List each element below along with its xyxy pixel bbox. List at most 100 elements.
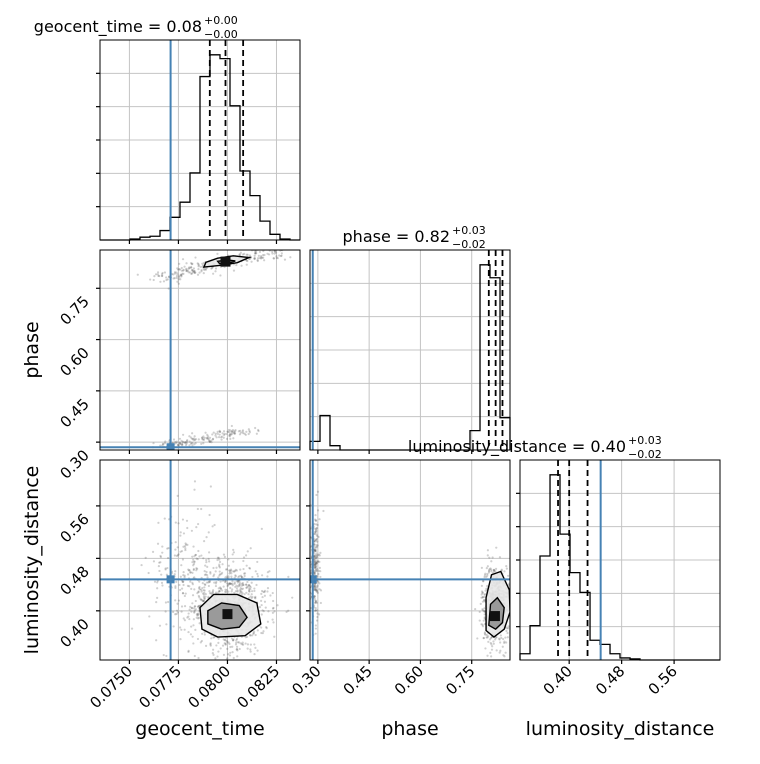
sample-point xyxy=(185,268,188,271)
sample-point xyxy=(278,254,281,257)
sample-point xyxy=(191,594,195,597)
sample-point xyxy=(494,636,497,639)
sample-point xyxy=(245,583,248,586)
sample-point xyxy=(163,271,167,274)
sample-point xyxy=(189,571,192,574)
sample-point xyxy=(260,256,263,259)
sample-point xyxy=(232,560,235,563)
sample-point xyxy=(231,431,234,434)
sample-point xyxy=(198,622,201,625)
sample-point xyxy=(197,616,201,619)
sample-point xyxy=(258,256,261,260)
sample-point xyxy=(314,560,317,563)
sample-point xyxy=(179,626,182,629)
sample-point xyxy=(200,270,203,273)
sample-point xyxy=(316,534,319,538)
sample-point xyxy=(306,555,308,557)
sample-point xyxy=(194,271,197,274)
sample-point xyxy=(313,563,317,566)
sample-point xyxy=(180,587,184,590)
sample-point xyxy=(483,617,486,620)
sample-point xyxy=(263,589,267,592)
sample-point xyxy=(313,572,316,576)
sample-point xyxy=(238,433,242,436)
contour-peak xyxy=(220,256,231,267)
sample-point xyxy=(314,627,317,630)
sample-point xyxy=(186,439,189,442)
sample-point xyxy=(266,620,270,623)
sample-point xyxy=(482,610,486,613)
sample-point xyxy=(218,590,221,593)
sample-point xyxy=(314,532,317,535)
sample-point xyxy=(173,271,177,274)
sample-point xyxy=(488,568,491,571)
sample-point xyxy=(196,591,199,595)
sample-point xyxy=(241,582,245,585)
sample-point xyxy=(252,632,255,635)
sample-point xyxy=(197,587,201,590)
y-tick-label-phase: 0.60 xyxy=(56,344,92,380)
sample-point xyxy=(248,431,251,434)
sample-point xyxy=(217,641,220,644)
sample-point xyxy=(265,626,268,630)
sample-point xyxy=(179,278,182,281)
sample-point xyxy=(315,555,318,558)
sample-point xyxy=(184,592,187,595)
sample-point xyxy=(313,585,316,588)
sample-point xyxy=(216,430,219,434)
sample-point xyxy=(480,584,483,587)
sample-point xyxy=(319,575,322,579)
sample-point xyxy=(194,437,198,441)
sample-point xyxy=(215,436,218,439)
sample-point xyxy=(196,262,199,265)
panel-title-lower: −0.02 xyxy=(452,238,486,251)
sample-point xyxy=(165,654,168,658)
sample-point xyxy=(287,575,290,578)
sample-point xyxy=(245,430,248,433)
sample-point xyxy=(262,590,265,593)
sample-point xyxy=(314,565,318,568)
sample-point xyxy=(503,640,506,643)
sample-point xyxy=(317,613,321,616)
sample-point xyxy=(505,567,508,570)
sample-point xyxy=(481,596,485,599)
sample-point xyxy=(241,643,245,646)
sample-point xyxy=(175,612,178,616)
sample-point xyxy=(191,561,194,564)
sample-point xyxy=(313,571,316,575)
sample-point xyxy=(245,253,248,256)
sample-point xyxy=(191,269,194,273)
sample-point xyxy=(251,595,254,599)
sample-point xyxy=(185,441,188,444)
sample-point xyxy=(231,553,234,556)
sample-point xyxy=(228,435,231,438)
sample-point xyxy=(231,639,235,642)
sample-point xyxy=(219,587,222,590)
sample-point xyxy=(254,597,257,600)
sample-point xyxy=(222,585,225,588)
sample-point xyxy=(190,272,194,275)
sample-point xyxy=(212,653,215,656)
sample-point xyxy=(310,504,313,507)
sample-point xyxy=(254,646,257,650)
sample-point xyxy=(314,586,317,589)
sample-point xyxy=(176,280,179,283)
sample-point xyxy=(266,252,269,255)
sample-point xyxy=(490,560,493,563)
sample-point xyxy=(261,256,264,259)
sample-point xyxy=(194,628,197,631)
sample-point xyxy=(211,266,214,270)
sample-point xyxy=(512,597,514,599)
sample-point xyxy=(178,274,181,278)
sample-point xyxy=(247,593,250,596)
sample-point xyxy=(216,558,219,562)
sample-point xyxy=(174,548,177,551)
sample-point xyxy=(182,571,185,574)
sample-point xyxy=(174,521,177,524)
sample-point xyxy=(159,280,162,283)
sample-point xyxy=(215,566,218,569)
sample-point xyxy=(175,271,178,274)
sample-point xyxy=(181,518,185,521)
sample-point xyxy=(208,590,211,593)
sample-point xyxy=(243,252,246,255)
